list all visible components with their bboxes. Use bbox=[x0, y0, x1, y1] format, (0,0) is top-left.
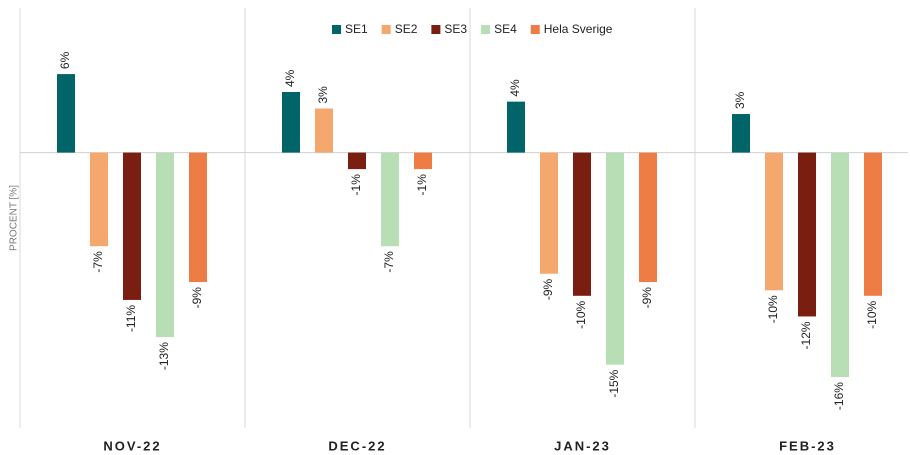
legend-swatch bbox=[332, 25, 341, 34]
data-label: -12% bbox=[799, 321, 813, 349]
data-label: -13% bbox=[157, 342, 171, 370]
data-label: -10% bbox=[766, 295, 780, 323]
bar bbox=[507, 101, 525, 153]
bar bbox=[414, 152, 432, 170]
bar bbox=[639, 152, 657, 283]
x-tick-label: NOV-22 bbox=[103, 438, 161, 453]
y-axis-label: PROCENT [%] bbox=[9, 185, 20, 251]
x-tick-label: DEC-22 bbox=[328, 438, 386, 453]
data-label: -7% bbox=[382, 251, 396, 273]
bar bbox=[282, 92, 300, 153]
bar bbox=[606, 152, 624, 365]
legend-label: SE3 bbox=[444, 22, 467, 36]
x-tick-label: JAN-23 bbox=[554, 438, 611, 453]
legend-label: SE1 bbox=[345, 22, 368, 36]
data-label: -9% bbox=[190, 287, 204, 309]
data-label: -7% bbox=[91, 251, 105, 273]
legend-swatch bbox=[530, 25, 540, 34]
bar bbox=[831, 152, 849, 378]
legend-label: SE4 bbox=[494, 22, 517, 36]
bar bbox=[765, 152, 783, 291]
data-label: -11% bbox=[124, 305, 138, 332]
bar bbox=[798, 152, 816, 317]
legend-label: SE2 bbox=[395, 22, 418, 36]
bar bbox=[348, 152, 366, 170]
data-label: 3% bbox=[316, 86, 330, 104]
bar bbox=[540, 152, 558, 274]
data-label: -9% bbox=[541, 278, 555, 300]
bar bbox=[864, 152, 882, 296]
legend-swatch bbox=[481, 25, 491, 34]
x-tick-label: FEB-23 bbox=[779, 438, 836, 453]
bar bbox=[573, 152, 591, 296]
bar bbox=[381, 152, 399, 247]
legend-swatch bbox=[381, 25, 391, 34]
bar bbox=[315, 108, 333, 153]
bar bbox=[732, 114, 750, 153]
data-label: -15% bbox=[607, 369, 621, 397]
data-label: -9% bbox=[640, 287, 654, 309]
data-label: 6% bbox=[58, 51, 72, 69]
data-label: 3% bbox=[733, 91, 747, 109]
data-label: 4% bbox=[508, 79, 522, 97]
legend-label: Hela Sverige bbox=[544, 22, 613, 36]
data-label: -16% bbox=[832, 382, 846, 410]
data-label: -10% bbox=[865, 300, 879, 328]
bar bbox=[189, 152, 207, 283]
data-label: -1% bbox=[415, 174, 429, 196]
data-label: 4% bbox=[283, 69, 297, 87]
data-label: -1% bbox=[349, 174, 363, 196]
bar bbox=[90, 152, 108, 247]
bar bbox=[156, 152, 174, 338]
data-label: -10% bbox=[574, 300, 588, 328]
legend-swatch bbox=[431, 25, 441, 34]
bar bbox=[57, 74, 75, 153]
bar bbox=[123, 152, 141, 300]
